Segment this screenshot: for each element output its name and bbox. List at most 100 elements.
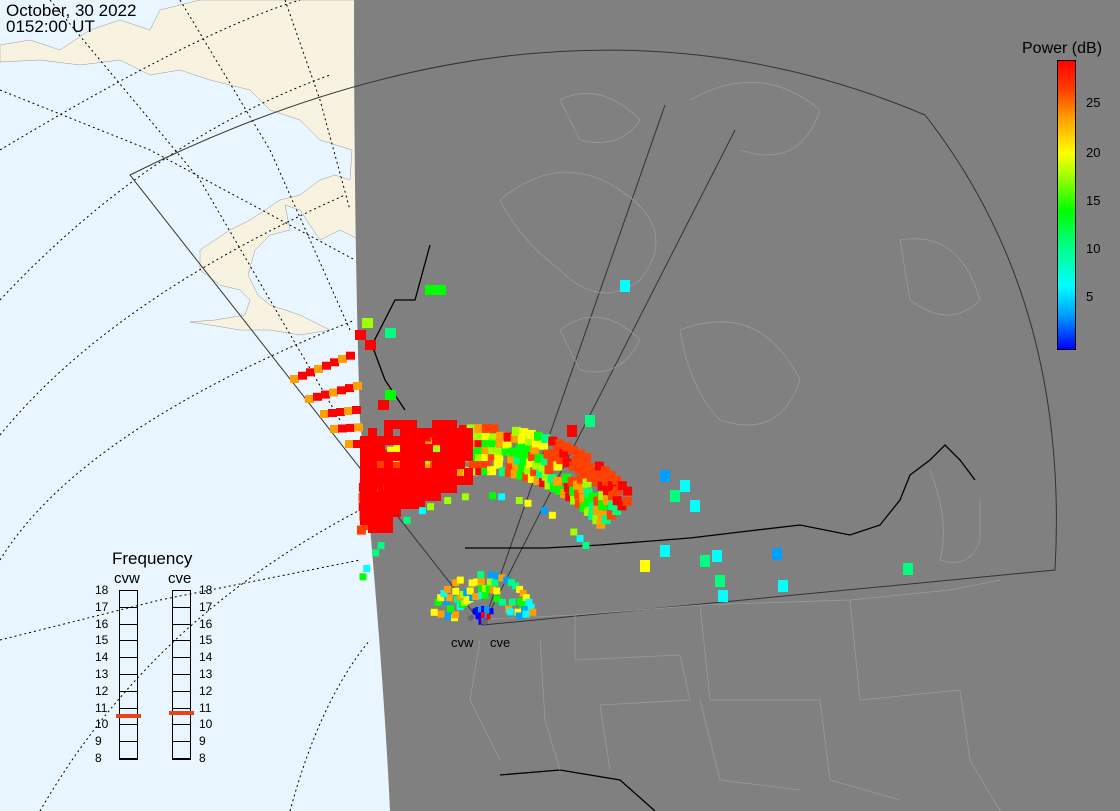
night-terminator <box>354 0 1120 811</box>
scatter-cell <box>320 410 329 418</box>
scatter-cell <box>360 508 369 517</box>
scatter-cell <box>491 579 499 587</box>
colorbar-tick: 20 <box>1086 145 1101 160</box>
scatter-cell <box>360 460 369 469</box>
scatter-cell <box>527 603 535 611</box>
frequency-tick-left: 9 <box>95 734 102 749</box>
frequency-gridline <box>172 590 191 591</box>
scatter-cell <box>532 460 542 470</box>
scatter-cell <box>368 468 377 477</box>
scatter-cell <box>360 500 369 509</box>
scatter-cell <box>660 545 670 557</box>
scatter-cell <box>576 474 586 484</box>
scatter-cell <box>524 499 532 507</box>
colorbar-tick: 15 <box>1086 193 1101 208</box>
scatter-cell <box>376 452 385 461</box>
scatter-cell <box>606 510 616 520</box>
scatter-cell <box>772 548 782 560</box>
scatter-cell <box>498 493 506 501</box>
scatter-cell <box>620 280 630 292</box>
scatter-cell <box>437 594 445 602</box>
scatter-cell <box>430 608 438 616</box>
frequency-box-cvw <box>119 590 138 760</box>
scatter-cell <box>511 426 521 436</box>
scatter-cell <box>448 460 457 469</box>
scatter-cell <box>575 449 585 459</box>
scatter-cell <box>498 574 506 582</box>
scatter-cell <box>408 444 417 453</box>
scatter-cell <box>416 436 425 445</box>
scatter-cell <box>506 461 515 471</box>
scatter-cell <box>328 409 337 417</box>
frequency-gridline <box>119 741 138 743</box>
scatter-cell <box>501 446 511 456</box>
scatter-cell <box>392 476 401 485</box>
scatter-cell <box>485 585 493 593</box>
scatter-cell <box>365 340 376 350</box>
frequency-gridline <box>119 606 138 608</box>
scatter-cell <box>376 444 385 453</box>
frequency-gridline <box>172 724 191 726</box>
scatter-cell <box>539 440 548 450</box>
scatter-cell <box>363 565 371 572</box>
scatter-cell <box>376 468 385 477</box>
frequency-tick-right: 15 <box>199 633 213 648</box>
scatter-cell <box>384 476 393 485</box>
scatter-cell <box>640 560 650 572</box>
scatter-cell <box>368 508 377 517</box>
scatter-cell <box>534 454 544 463</box>
scatter-cell <box>424 476 433 485</box>
frequency-tick-right: 8 <box>199 751 206 765</box>
scatter-cell <box>424 468 433 477</box>
scatter-cell <box>376 500 385 509</box>
colorbar-tick: 25 <box>1086 95 1101 110</box>
scatter-cell <box>580 468 590 478</box>
scatter-cell <box>593 496 603 506</box>
time-label: 0152:00 UT <box>6 17 95 36</box>
scatter-cell <box>510 469 520 479</box>
scatter-cell <box>464 444 473 453</box>
scatter-cell <box>392 484 401 493</box>
scatter-cell <box>440 476 449 485</box>
scatter-cell <box>534 431 543 441</box>
scatter-cell <box>588 492 598 502</box>
scatter-cell <box>408 476 417 485</box>
frequency-tick-right: 13 <box>199 667 213 681</box>
scatter-cell <box>384 420 393 429</box>
scatter-cell <box>552 445 562 455</box>
scatter-cell <box>475 466 485 475</box>
scatter-cell <box>488 445 498 455</box>
scatter-cell <box>568 461 578 471</box>
scatter-cell <box>435 285 446 295</box>
frequency-tick-right: 14 <box>199 650 213 665</box>
frequency-tick-left: 18 <box>95 583 109 597</box>
scatter-cell <box>493 572 501 580</box>
scatter-cell <box>474 452 484 462</box>
scatter-cell <box>712 550 722 562</box>
scatter-cell <box>541 471 551 481</box>
frequency-tick-left: 13 <box>95 667 109 681</box>
boundaries <box>371 244 976 811</box>
scatter-cell <box>493 459 503 469</box>
radar-fov <box>129 49 1057 626</box>
scatter-cell <box>573 480 582 490</box>
scatter-cell <box>432 468 441 477</box>
scatter-cell <box>547 474 557 484</box>
scatter-cell <box>519 589 527 597</box>
scatter-cell <box>400 436 409 445</box>
frequency-gridline <box>119 590 138 591</box>
frequency-marker-cvw <box>116 714 141 718</box>
scatter-cell <box>360 444 369 453</box>
scatter-cell <box>506 608 514 616</box>
scatter-cell <box>314 365 323 373</box>
scatter-cell <box>582 478 592 488</box>
frequency-gridline <box>119 640 138 642</box>
scatter-cell <box>384 508 393 517</box>
scatter-cell <box>528 452 538 461</box>
scatter-cell <box>617 481 627 491</box>
scatter-cell <box>443 598 451 605</box>
scatter-cell <box>503 432 513 442</box>
scatter-cell <box>553 461 563 471</box>
scatter-cell <box>612 476 622 485</box>
